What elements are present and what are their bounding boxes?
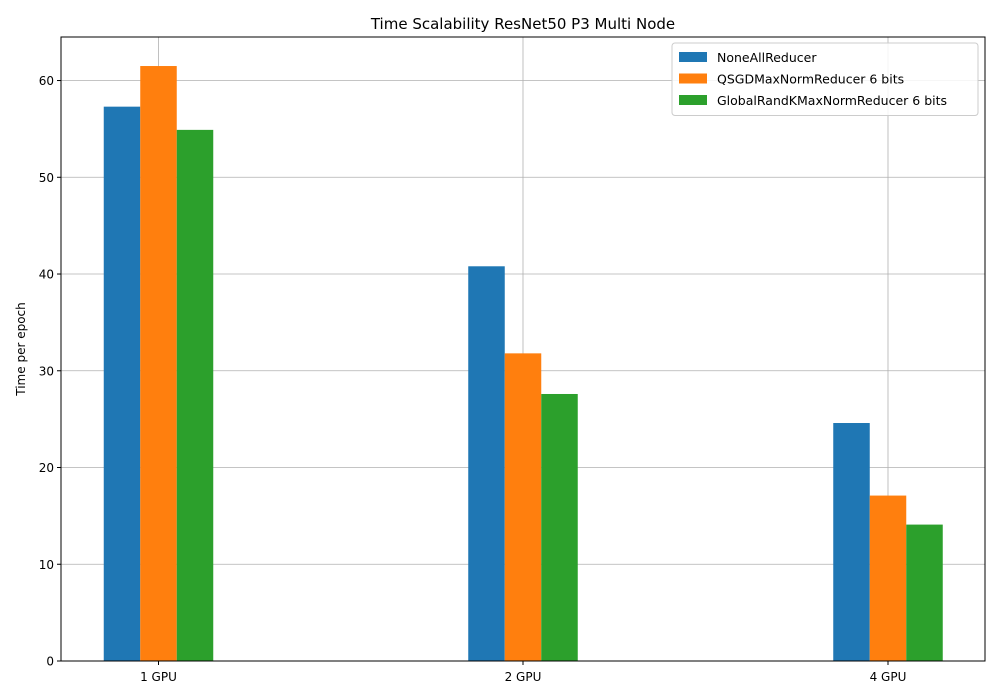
bars (103, 66, 943, 662)
x-tick-label: 1 GPU (140, 670, 177, 684)
bar (869, 495, 907, 661)
bar (541, 393, 578, 661)
y-tick-label: 40 (39, 268, 54, 282)
legend-label: NoneAllReducer (717, 50, 817, 65)
x-axis-ticks: 1 GPU 2 GPU 4 GPU (140, 661, 906, 684)
bar (140, 66, 177, 661)
bar (176, 129, 214, 662)
legend-label: QSGDMaxNormReducer 6 bits (717, 72, 904, 87)
y-tick-label: 20 (39, 461, 54, 475)
bar (504, 353, 542, 661)
legend-swatch (679, 73, 707, 84)
y-tick-label: 60 (39, 74, 54, 88)
y-tick-label: 0 (46, 655, 54, 669)
y-axis-ticks: 0 10 20 30 40 50 60 (39, 74, 61, 669)
bar (906, 524, 943, 661)
y-tick-label: 10 (39, 558, 54, 572)
x-tick-label: 2 GPU (505, 670, 542, 684)
y-axis-label: Time per epoch (14, 302, 28, 396)
chart-title: Time Scalability ResNet50 P3 Multi Node (370, 15, 675, 33)
y-tick-label: 50 (39, 171, 54, 185)
y-tick-label: 30 (39, 364, 54, 378)
legend-label: GlobalRandKMaxNormReducer 6 bits (717, 93, 947, 108)
bar (833, 423, 870, 661)
bar (103, 106, 141, 661)
bar (468, 266, 505, 661)
legend-swatch (679, 52, 707, 62)
legend-swatch (679, 95, 707, 105)
legend-frame (671, 42, 979, 116)
legend: NoneAllReducer QSGDMaxNormReducer 6 bits G… (671, 42, 979, 116)
x-tick-label: 4 GPU (870, 670, 907, 684)
